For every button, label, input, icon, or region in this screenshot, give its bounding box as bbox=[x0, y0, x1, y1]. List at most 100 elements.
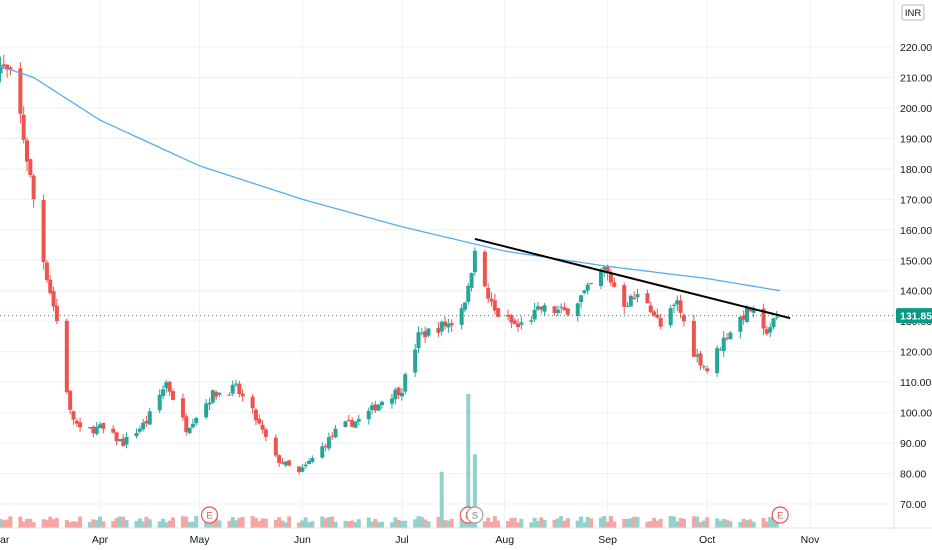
candle[interactable] bbox=[496, 307, 501, 318]
candle[interactable] bbox=[741, 310, 746, 325]
candle[interactable] bbox=[217, 392, 222, 398]
candle[interactable] bbox=[330, 431, 335, 440]
candle[interactable] bbox=[117, 438, 122, 442]
candle[interactable] bbox=[0, 56, 3, 83]
candle[interactable] bbox=[323, 443, 328, 452]
candle[interactable] bbox=[632, 291, 637, 300]
candle[interactable] bbox=[698, 351, 703, 371]
candle[interactable] bbox=[25, 137, 30, 172]
candle[interactable] bbox=[486, 283, 491, 303]
candle[interactable] bbox=[21, 106, 26, 144]
candle[interactable] bbox=[691, 314, 696, 357]
split-marker[interactable]: S bbox=[466, 506, 484, 524]
candle[interactable] bbox=[297, 465, 302, 475]
candle[interactable] bbox=[681, 313, 686, 327]
candle[interactable] bbox=[273, 434, 278, 458]
candle[interactable] bbox=[98, 421, 102, 429]
candle[interactable] bbox=[648, 301, 653, 314]
candle[interactable] bbox=[230, 380, 235, 397]
candle[interactable] bbox=[565, 307, 570, 317]
candle[interactable] bbox=[184, 413, 189, 436]
candle[interactable] bbox=[459, 303, 464, 330]
candle[interactable] bbox=[134, 428, 139, 439]
candle[interactable] bbox=[310, 455, 315, 464]
currency-label[interactable]: INR bbox=[901, 4, 925, 21]
event-markers[interactable]: EESE bbox=[200, 506, 789, 524]
candle[interactable] bbox=[114, 432, 119, 446]
candle[interactable] bbox=[436, 322, 441, 338]
candle[interactable] bbox=[170, 388, 175, 401]
candlesticks[interactable] bbox=[0, 49, 779, 475]
candle[interactable] bbox=[393, 387, 398, 405]
candle[interactable] bbox=[728, 331, 733, 340]
candle[interactable] bbox=[512, 318, 517, 325]
candle[interactable] bbox=[280, 458, 285, 465]
candle[interactable] bbox=[204, 399, 209, 420]
earnings-marker[interactable]: E bbox=[200, 506, 219, 524]
candle[interactable] bbox=[532, 302, 537, 322]
candle[interactable] bbox=[141, 418, 146, 432]
candle[interactable] bbox=[283, 461, 288, 468]
earnings-marker[interactable]: E bbox=[771, 506, 789, 524]
candle[interactable] bbox=[54, 298, 59, 324]
candle[interactable] bbox=[353, 421, 358, 428]
candle[interactable] bbox=[399, 388, 404, 401]
candle[interactable] bbox=[439, 320, 444, 336]
candle[interactable] bbox=[705, 365, 710, 374]
candle[interactable] bbox=[157, 389, 162, 414]
candle[interactable] bbox=[51, 286, 56, 312]
candle[interactable] bbox=[307, 458, 312, 465]
candle[interactable] bbox=[227, 392, 232, 396]
candle[interactable] bbox=[469, 272, 474, 292]
candle[interactable] bbox=[300, 464, 305, 473]
candle[interactable] bbox=[356, 414, 361, 426]
candle[interactable] bbox=[1, 54, 6, 70]
candle[interactable] bbox=[237, 380, 242, 398]
candle[interactable] bbox=[608, 269, 613, 287]
candle[interactable] bbox=[326, 432, 331, 451]
candle[interactable] bbox=[589, 282, 594, 285]
candle[interactable] bbox=[78, 417, 83, 432]
candle[interactable] bbox=[628, 294, 633, 307]
candle[interactable] bbox=[380, 400, 385, 409]
candle[interactable] bbox=[721, 331, 726, 358]
candle[interactable] bbox=[413, 343, 418, 378]
trendline[interactable] bbox=[474, 237, 791, 320]
candle[interactable] bbox=[446, 318, 451, 333]
candle[interactable] bbox=[529, 316, 534, 325]
candle[interactable] bbox=[28, 158, 33, 178]
candle[interactable] bbox=[257, 414, 262, 425]
candle[interactable] bbox=[575, 302, 580, 322]
candle[interactable] bbox=[612, 277, 617, 288]
candle[interactable] bbox=[5, 64, 10, 78]
candle[interactable] bbox=[234, 379, 239, 388]
candle[interactable] bbox=[562, 302, 567, 311]
candle[interactable] bbox=[462, 301, 467, 313]
candle[interactable] bbox=[655, 308, 660, 319]
candle[interactable] bbox=[214, 390, 219, 401]
candle[interactable] bbox=[194, 416, 199, 426]
candle[interactable] bbox=[718, 346, 723, 351]
candle[interactable] bbox=[658, 313, 663, 330]
candle[interactable] bbox=[751, 305, 756, 318]
candle[interactable] bbox=[423, 326, 428, 343]
candle[interactable] bbox=[366, 407, 371, 425]
candle[interactable] bbox=[416, 326, 421, 354]
candle[interactable] bbox=[419, 327, 424, 336]
candle[interactable] bbox=[635, 288, 640, 303]
candle[interactable] bbox=[678, 294, 683, 319]
candle[interactable] bbox=[303, 462, 308, 469]
candle[interactable] bbox=[71, 410, 76, 425]
candle[interactable] bbox=[552, 305, 557, 316]
price-axis[interactable]: 70.0080.0090.00100.00110.00120.00130.001… bbox=[893, 0, 932, 530]
candle[interactable] bbox=[147, 407, 152, 426]
candle[interactable] bbox=[403, 372, 408, 395]
candle[interactable] bbox=[250, 393, 255, 414]
candle[interactable] bbox=[764, 325, 769, 336]
candle[interactable] bbox=[18, 62, 23, 124]
candle[interactable] bbox=[489, 292, 494, 307]
candle[interactable] bbox=[121, 434, 126, 447]
candle[interactable] bbox=[277, 454, 282, 468]
candle[interactable] bbox=[31, 173, 36, 208]
candle[interactable] bbox=[443, 316, 448, 330]
